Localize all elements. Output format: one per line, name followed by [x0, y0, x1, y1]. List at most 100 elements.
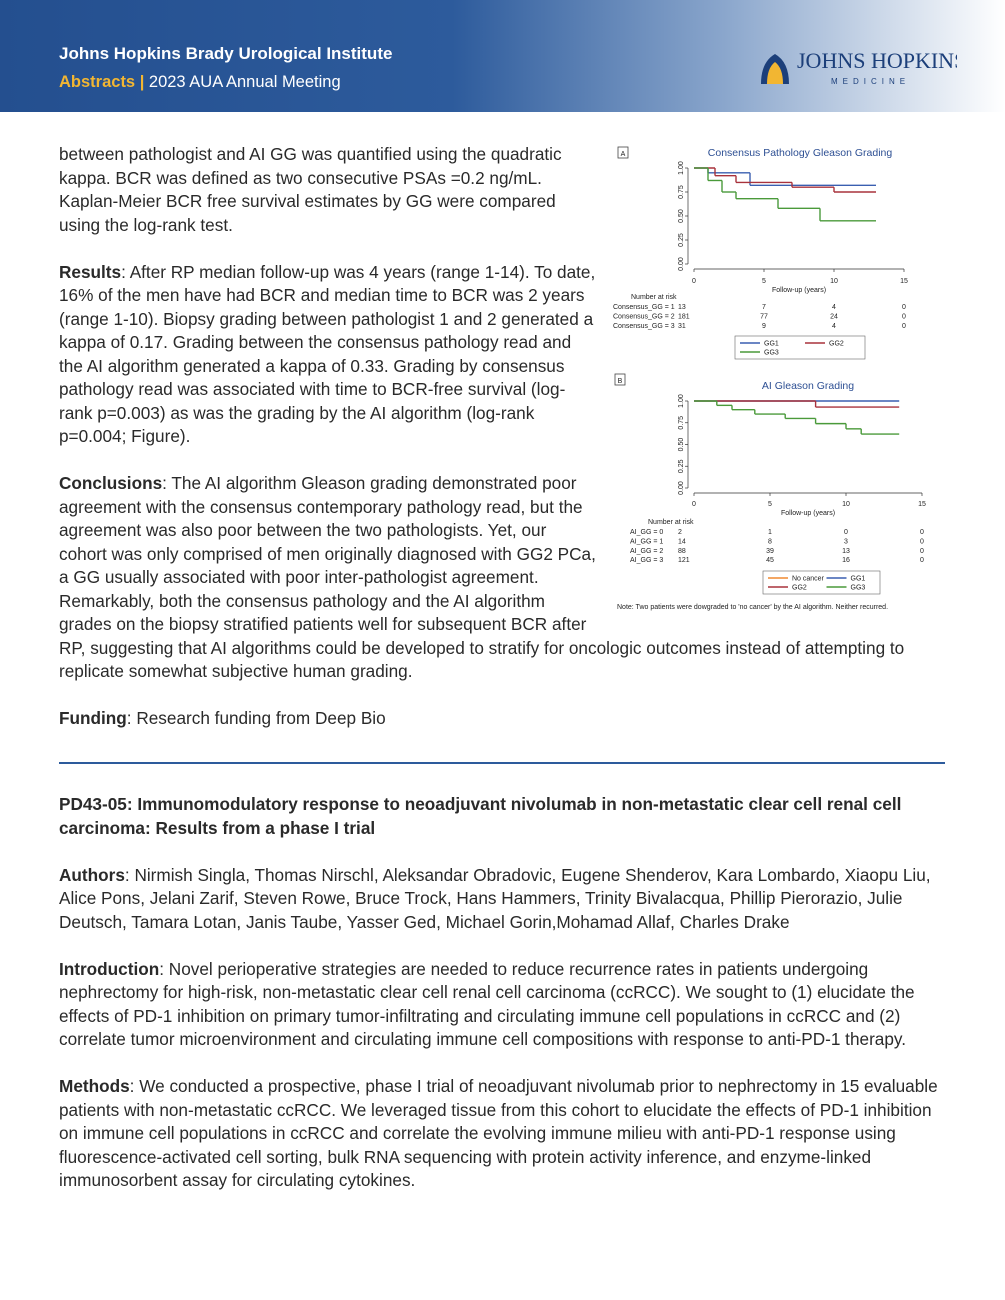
x-tick-label: 15 — [900, 278, 908, 285]
text: : Research funding from Deep Bio — [126, 708, 386, 728]
legend-label: GG3 — [764, 350, 779, 357]
legend-label: GG1 — [764, 341, 779, 348]
risk-count: 4 — [832, 323, 836, 330]
paragraph: Authors: Nirmish Singla, Thomas Nirschl,… — [59, 864, 947, 935]
x-tick-label: 15 — [918, 501, 926, 508]
risk-count: 13 — [842, 548, 850, 555]
x-tick-label: 5 — [768, 501, 772, 508]
label: Introduction — [59, 958, 160, 979]
risk-count: 8 — [768, 538, 772, 545]
paragraph: Conclusions: The AI algorithm Gleason gr… — [59, 472, 947, 684]
header-label: Abstracts | — [59, 73, 145, 91]
risk-count: 0 — [844, 529, 848, 536]
panel-title: AI Gleason Grading — [762, 380, 854, 392]
risk-label: AI_GG = 3 — [630, 557, 663, 564]
risk-label: Consensus_GG = 3 — [613, 323, 675, 330]
paragraph: Results: After RP median follow-up was 4… — [59, 261, 947, 449]
risk-count: 4 — [832, 304, 836, 311]
risk-count: 1 — [768, 529, 772, 536]
paragraph: Funding: Research funding from Deep Bio — [59, 707, 947, 731]
label: Conclusions — [59, 473, 163, 493]
logo-sub: MEDICINE — [831, 77, 910, 86]
logo: JOHNS HOPKINS MEDICINE — [761, 48, 957, 86]
legend-box — [762, 570, 881, 595]
risk-title: Number at risk — [648, 519, 694, 526]
y-tick-label: 0.75 — [678, 416, 685, 430]
x-tick-label: 5 — [762, 278, 766, 285]
y-tick-label: 0.50 — [678, 438, 685, 452]
text: : Nirmish Singla, Thomas Nirschl, Aleksa… — [59, 864, 931, 932]
risk-count: 0 — [920, 538, 924, 545]
risk-count: 0 — [902, 323, 906, 330]
risk-count: 0 — [920, 529, 924, 536]
paragraph: between pathologist and AI GG was quanti… — [59, 144, 562, 235]
risk-count: 16 — [842, 557, 850, 564]
x-tick-label: 0 — [692, 501, 696, 508]
panel-title: Consensus Pathology Gleason Grading — [708, 147, 893, 159]
text: : We conducted a prospective, phase I tr… — [59, 1076, 938, 1190]
panel-label: A — [621, 151, 626, 158]
panel-label-box — [614, 373, 626, 386]
label: Results — [59, 261, 122, 282]
risk-count: 24 — [830, 314, 838, 321]
risk-count: 39 — [766, 548, 774, 555]
logo-name: JOHNS HOPKINS — [797, 48, 957, 73]
x-tick-label: 10 — [830, 278, 838, 285]
meeting: 2023 AUA Annual Meeting — [148, 73, 341, 91]
label: Funding — [59, 708, 127, 728]
legend-label: GG1 — [851, 576, 866, 583]
legend-label: GG2 — [829, 341, 844, 348]
label: Authors — [59, 864, 125, 885]
paragraph: Introduction: Novel perioperative strate… — [59, 958, 947, 1052]
risk-count: 2 — [678, 529, 682, 536]
y-tick-label: 0.00 — [678, 481, 685, 495]
risk-count: 3 — [844, 538, 848, 545]
abstract: PD43-05: Immunomodulatory response to ne… — [59, 793, 947, 1216]
risk-count: 14 — [678, 538, 686, 545]
header: Johns Hopkins Brady Urological Institute… — [0, 0, 1005, 112]
x-axis-label: Follow-up (years) — [772, 287, 826, 294]
x-axis-label: Follow-up (years) — [781, 510, 835, 517]
y-tick-label: 1.00 — [678, 161, 685, 175]
header-subtitle: Abstracts | 2023 AUA Annual Meeting — [59, 73, 341, 92]
risk-label: AI_GG = 1 — [630, 538, 663, 545]
risk-count: 31 — [678, 323, 686, 330]
risk-label: AI_GG = 0 — [630, 529, 663, 536]
divider — [59, 762, 945, 764]
risk-count: 7 — [762, 304, 766, 311]
abstract: A Consensus Pathology Gleason Grading 0.00… — [59, 143, 947, 754]
risk-title: Number at risk — [631, 294, 677, 301]
y-tick-label: 0.00 — [678, 257, 685, 271]
risk-label: Consensus_GG = 1 — [613, 304, 675, 311]
figure: A Consensus Pathology Gleason Grading 0.00… — [613, 146, 926, 611]
y-tick-label: 0.25 — [678, 233, 685, 247]
text: : After RP median follow-up was 4 years … — [59, 261, 596, 447]
y-tick-label: 0.25 — [678, 459, 685, 473]
risk-count: 181 — [678, 314, 690, 321]
x-tick-label: 10 — [842, 501, 850, 508]
abstract-title: PD43-05: Immunomodulatory response to ne… — [59, 794, 902, 838]
figure-note: Note: Two patients were dowgraded to 'no… — [617, 604, 888, 611]
risk-count: 0 — [902, 314, 906, 321]
risk-count: 77 — [760, 314, 768, 321]
risk-count: 0 — [920, 548, 924, 555]
y-tick-label: 1.00 — [678, 394, 685, 408]
risk-count: 45 — [766, 557, 774, 564]
risk-count: 121 — [678, 557, 690, 564]
panel-label: B — [618, 378, 623, 385]
label: Methods — [59, 1076, 130, 1096]
y-tick-label: 0.50 — [678, 209, 685, 223]
legend-box — [734, 335, 866, 360]
y-tick-label: 0.75 — [678, 185, 685, 199]
risk-count: 88 — [678, 548, 686, 555]
risk-count: 0 — [920, 557, 924, 564]
legend-label: No cancer — [792, 576, 825, 583]
header-title: Johns Hopkins Brady Urological Institute — [59, 44, 393, 63]
text: : The AI algorithm Gleason grading demon… — [59, 473, 905, 681]
panel-label-box — [617, 146, 629, 159]
risk-label: Consensus_GG = 2 — [613, 314, 675, 321]
risk-count: 0 — [902, 304, 906, 311]
x-tick-label: 0 — [692, 278, 696, 285]
text: : Novel perioperative strategies are nee… — [59, 958, 915, 1050]
